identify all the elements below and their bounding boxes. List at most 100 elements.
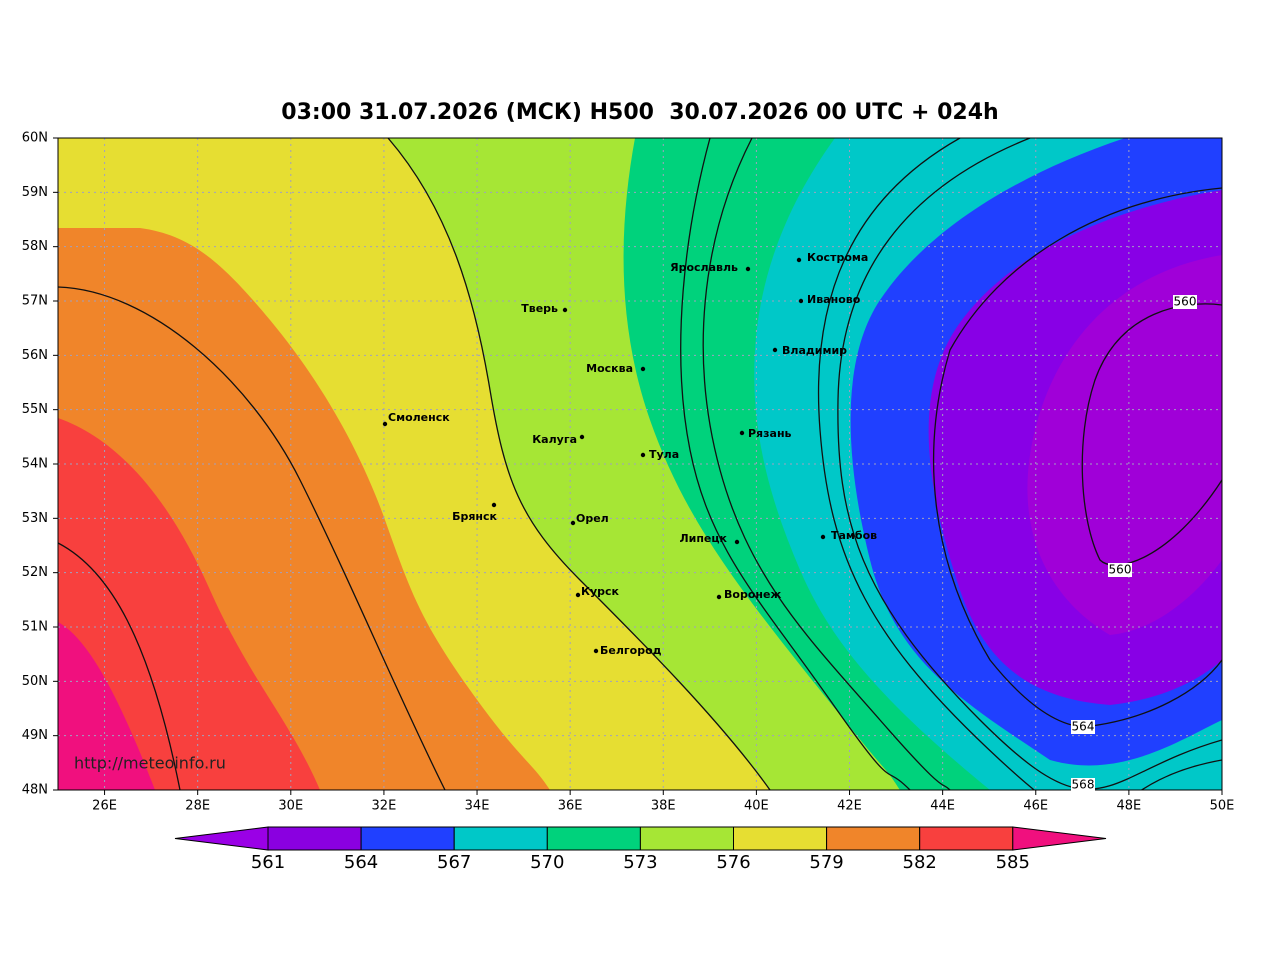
city-dot (716, 594, 722, 600)
contour-label-bg (1173, 295, 1197, 309)
city-label: Орел (576, 512, 609, 525)
watermark: http://meteoinfo.ru (74, 754, 226, 773)
colorbar-box (360, 826, 455, 851)
band-582 (58, 418, 320, 790)
lat-label: 59N (22, 185, 48, 200)
city-label: Курск (581, 585, 620, 598)
contour (932, 187, 1222, 728)
contour-label: 560 (1109, 563, 1132, 577)
contour-label-bg (1071, 778, 1095, 792)
city-label: Ярославль (670, 261, 738, 274)
city-dot (798, 298, 804, 304)
lon-label: 30E (278, 799, 303, 814)
band-585 (58, 622, 155, 790)
lon-label: 34E (465, 799, 490, 814)
city-label: Москва (586, 362, 633, 375)
lat-label: 50N (22, 674, 48, 689)
colorbar-extend (174, 826, 269, 851)
lat-label: 49N (22, 728, 48, 743)
contour-label: 560 (1174, 295, 1197, 309)
city-label: Тула (649, 448, 679, 461)
contour (680, 138, 911, 790)
city-label: Белгород (600, 644, 662, 657)
colorbar-box (267, 826, 362, 851)
lon-label: 38E (651, 799, 676, 814)
city-dot (579, 434, 585, 440)
city-dot (382, 421, 388, 427)
lat-label: 54N (22, 457, 48, 472)
colorbar-box (546, 826, 641, 851)
lon-label: 32E (372, 799, 397, 814)
city-dot (575, 592, 581, 598)
city-label: Кострома (807, 251, 868, 264)
lat-label: 48N (22, 783, 48, 798)
colorbar-box (733, 826, 828, 851)
colorbar-label: 570 (530, 852, 564, 873)
lat-label: 57N (22, 294, 48, 309)
lon-label: 50E (1210, 799, 1235, 814)
city-dot (570, 520, 576, 526)
colorbar-label: 582 (903, 852, 937, 873)
lon-label: 26E (92, 799, 117, 814)
contour-label: 564 (1072, 720, 1095, 734)
contour (817, 138, 1222, 790)
lon-label: 44E (930, 799, 955, 814)
contour (387, 138, 771, 790)
colorbar-box (639, 826, 735, 851)
city-label: Смоленск (388, 411, 450, 424)
contour (1081, 303, 1222, 566)
contour (58, 542, 181, 790)
city-dot (640, 452, 646, 458)
city-dot (491, 502, 497, 508)
city-dot (593, 648, 599, 654)
lat-label: 51N (22, 620, 48, 635)
city-label: Тверь (521, 302, 558, 315)
colorbar-box (919, 826, 1014, 851)
lon-label: 48E (1116, 799, 1141, 814)
lon-label: 46E (1023, 799, 1048, 814)
band-558 (1027, 255, 1222, 635)
city-label: Иваново (807, 293, 861, 306)
lat-label: 53N (22, 511, 48, 526)
city-dot (745, 266, 751, 272)
lat-label: 58N (22, 239, 48, 254)
lon-label: 40E (744, 799, 769, 814)
contour-label-bg (1108, 563, 1132, 577)
city-dot (772, 347, 778, 353)
contour-label: 568 (1072, 778, 1095, 792)
colorbar-label: 576 (716, 852, 750, 873)
city-label: Брянск (452, 510, 497, 523)
colorbar-label: 573 (623, 852, 657, 873)
contour-label-bg (1071, 720, 1095, 734)
city-label: Владимир (782, 344, 847, 357)
colorbar-label: 585 (996, 852, 1030, 873)
lat-label: 52N (22, 565, 48, 580)
colorbar-label: 579 (809, 852, 843, 873)
city-dot (640, 366, 646, 372)
colorbar-box (826, 826, 921, 851)
contour (702, 138, 951, 790)
contour (837, 138, 1222, 790)
lat-label: 56N (22, 348, 48, 363)
city-label: Воронеж (724, 588, 781, 601)
colorbar-label: 567 (437, 852, 471, 873)
colorbar: 561 564 567 570 573 576 579 582 585 (174, 826, 1107, 873)
lat-label: 60N (22, 131, 48, 146)
lon-label: 28E (185, 799, 210, 814)
colorbar-label: 561 (251, 852, 285, 873)
lat-label: 55N (22, 402, 48, 417)
city-dot (796, 257, 802, 263)
city-label: Рязань (748, 427, 792, 440)
city-label: Тамбов (831, 529, 877, 542)
title: 03:00 31.07.2026 (МСК) H500 30.07.2026 0… (281, 100, 998, 125)
city-dot (820, 534, 826, 540)
city-dot (562, 307, 568, 313)
city-label: Калуга (532, 433, 577, 446)
city-dot (739, 430, 745, 436)
labels: 60N 59N 58N 57N 56N 55N 54N 53N 52N 51N 50N 49N 48N 2… (22, 131, 1235, 814)
colorbar-box (453, 826, 548, 851)
city-dot (734, 539, 740, 545)
colorbar-extend (1012, 826, 1107, 851)
grid (58, 138, 1222, 790)
